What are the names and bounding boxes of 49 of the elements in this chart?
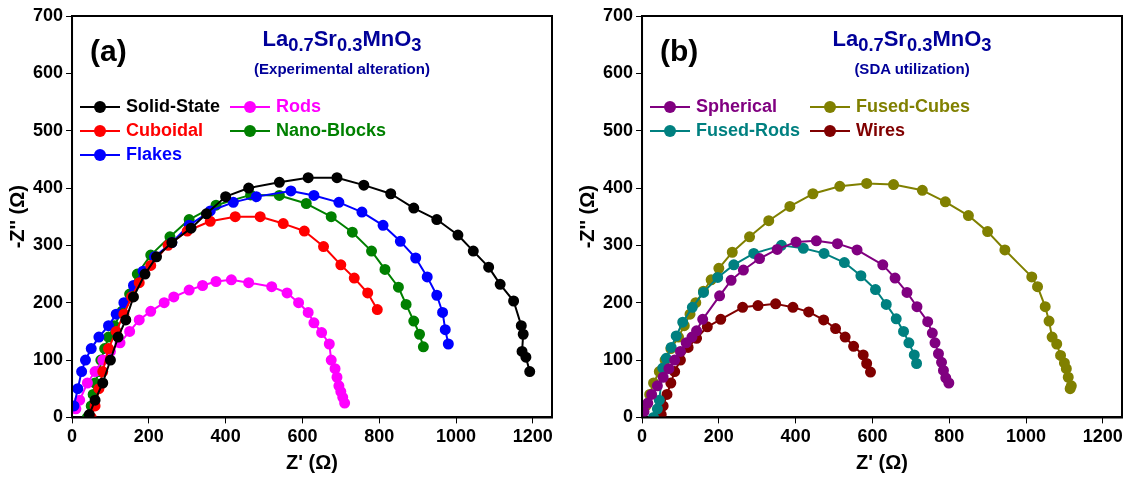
y-tick-label: 100 (602, 349, 634, 370)
legend-label: Flakes (126, 144, 183, 165)
text: (SDA utilization) (853, 60, 971, 78)
x-axis-title: Z' (Ω) (286, 450, 338, 473)
y-tick-label: 100 (32, 349, 64, 370)
y-tick-label: 400 (32, 177, 64, 197)
legend-label: Fused-Cubes (856, 96, 971, 117)
x-tick-label: 200 (133, 426, 164, 447)
legend-label: Fused-Rods (696, 120, 801, 141)
y-axis-title: -Z'' (Ω) (575, 185, 598, 249)
y-tick-label: 0 (623, 406, 634, 427)
y-tick-label: 700 (32, 4, 64, 25)
text: La$_{0.7}$Sr$_{0.3}$MnO$_{3}$ (831, 26, 993, 57)
text: (Experimental alteration) (253, 60, 431, 78)
x-tick-label: 800 (934, 426, 965, 447)
legend-label: Spherical (696, 96, 778, 117)
x-tick-label: 1200 (1082, 426, 1123, 447)
y-tick-label: 200 (32, 291, 64, 312)
legend-label: Rods (276, 96, 322, 117)
y-tick-label: 0 (53, 406, 64, 427)
y-tick-label: 600 (32, 62, 64, 83)
x-tick-label: 1000 (1005, 426, 1047, 447)
legend-label: Nano-Blocks (276, 120, 387, 141)
x-tick-label: 800 (364, 426, 395, 447)
x-tick-label: 0 (637, 426, 648, 447)
legend-label: Solid-State (126, 96, 221, 117)
y-axis-title: -Z'' (Ω) (5, 185, 28, 249)
x-tick-label: 400 (780, 426, 811, 447)
y-tick-label: 300 (32, 234, 64, 255)
y-tick-label: 400 (602, 177, 634, 197)
x-axis-title: Z' (Ω) (856, 450, 908, 473)
x-tick-label: 1200 (512, 426, 553, 447)
y-tick-label: 600 (602, 62, 634, 83)
x-tick-label: 0 (67, 426, 78, 447)
annotation: (a) (90, 34, 127, 68)
legend-label: Wires (856, 120, 905, 141)
x-tick-label: 400 (210, 426, 241, 447)
y-tick-label: 500 (32, 119, 64, 140)
x-tick-label: 200 (703, 426, 734, 447)
text: La$_{0.7}$Sr$_{0.3}$MnO$_{3}$ (261, 26, 423, 57)
annotation: (b) (660, 34, 699, 68)
y-tick-label: 300 (602, 234, 634, 255)
x-tick-label: 600 (857, 426, 888, 447)
y-tick-label: 200 (602, 291, 634, 312)
x-tick-label: 600 (287, 426, 318, 447)
y-tick-label: 500 (602, 119, 634, 140)
y-tick-label: 700 (602, 4, 634, 25)
x-tick-label: 1000 (435, 426, 477, 447)
legend-label: Cuboidal (126, 120, 204, 141)
